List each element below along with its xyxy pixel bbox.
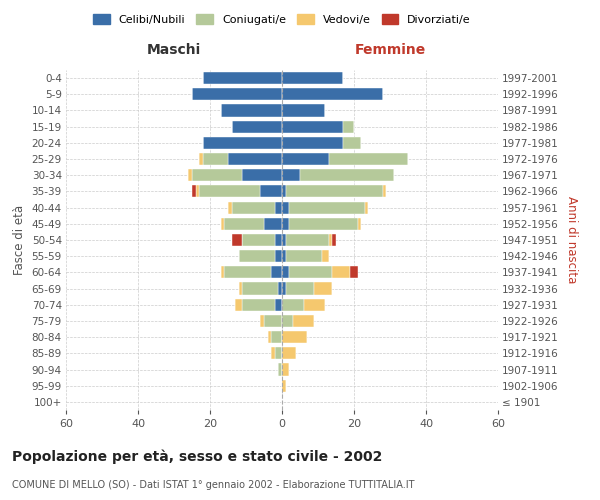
Bar — [282, 250, 286, 262]
Bar — [275, 250, 282, 262]
Bar — [282, 202, 289, 213]
Bar — [221, 266, 224, 278]
Bar — [282, 331, 307, 343]
Bar — [282, 380, 286, 392]
Bar — [350, 266, 358, 278]
Bar — [260, 186, 282, 198]
Bar — [282, 315, 293, 327]
Bar — [275, 298, 282, 311]
Bar — [242, 169, 282, 181]
Text: Femmine: Femmine — [355, 43, 425, 57]
Bar — [282, 266, 289, 278]
Bar — [271, 348, 275, 360]
Bar — [304, 298, 325, 311]
Bar — [199, 186, 260, 198]
Bar — [275, 348, 282, 360]
Bar — [383, 186, 386, 198]
Legend: Celibi/Nubili, Coniugati/e, Vedovi/e, Divorziati/e: Celibi/Nubili, Coniugati/e, Vedovi/e, Di… — [90, 10, 474, 28]
Bar — [293, 315, 314, 327]
Bar — [275, 202, 282, 213]
Y-axis label: Anni di nascita: Anni di nascita — [565, 196, 578, 284]
Bar — [329, 234, 332, 246]
Bar — [203, 153, 228, 165]
Bar — [268, 331, 271, 343]
Bar — [232, 120, 282, 132]
Bar — [282, 364, 289, 376]
Bar — [203, 72, 282, 84]
Bar — [264, 315, 282, 327]
Bar — [282, 88, 383, 101]
Bar — [278, 282, 282, 294]
Bar — [228, 202, 232, 213]
Bar — [199, 153, 203, 165]
Bar — [286, 186, 383, 198]
Bar — [275, 234, 282, 246]
Bar — [343, 137, 361, 149]
Bar — [224, 266, 271, 278]
Bar — [192, 186, 196, 198]
Bar — [264, 218, 282, 230]
Bar — [192, 88, 282, 101]
Y-axis label: Fasce di età: Fasce di età — [13, 205, 26, 275]
Bar — [286, 250, 322, 262]
Bar — [289, 202, 365, 213]
Bar — [314, 282, 332, 294]
Bar — [235, 298, 242, 311]
Bar — [239, 250, 275, 262]
Bar — [232, 234, 242, 246]
Bar — [282, 169, 300, 181]
Bar — [282, 234, 286, 246]
Bar — [203, 137, 282, 149]
Bar — [365, 202, 368, 213]
Bar — [224, 218, 264, 230]
Bar — [282, 282, 286, 294]
Bar — [278, 364, 282, 376]
Bar — [282, 298, 304, 311]
Bar — [260, 315, 264, 327]
Bar — [232, 202, 275, 213]
Bar — [332, 234, 336, 246]
Text: Maschi: Maschi — [147, 43, 201, 57]
Bar — [282, 104, 325, 117]
Bar — [242, 282, 278, 294]
Bar — [289, 218, 358, 230]
Bar — [271, 331, 282, 343]
Bar — [343, 120, 354, 132]
Bar — [242, 298, 275, 311]
Bar — [282, 72, 343, 84]
Bar — [221, 218, 224, 230]
Bar — [192, 169, 242, 181]
Text: Popolazione per età, sesso e stato civile - 2002: Popolazione per età, sesso e stato civil… — [12, 450, 382, 464]
Bar — [282, 218, 289, 230]
Bar — [286, 282, 314, 294]
Bar — [221, 104, 282, 117]
Bar — [228, 153, 282, 165]
Bar — [332, 266, 350, 278]
Bar — [329, 153, 408, 165]
Bar — [242, 234, 275, 246]
Text: COMUNE DI MELLO (SO) - Dati ISTAT 1° gennaio 2002 - Elaborazione TUTTITALIA.IT: COMUNE DI MELLO (SO) - Dati ISTAT 1° gen… — [12, 480, 415, 490]
Bar — [271, 266, 282, 278]
Bar — [282, 153, 329, 165]
Bar — [282, 120, 343, 132]
Bar — [282, 137, 343, 149]
Bar — [358, 218, 361, 230]
Bar — [282, 186, 286, 198]
Bar — [289, 266, 332, 278]
Bar — [322, 250, 329, 262]
Bar — [300, 169, 394, 181]
Bar — [188, 169, 192, 181]
Bar — [286, 234, 329, 246]
Bar — [282, 348, 296, 360]
Bar — [196, 186, 199, 198]
Bar — [239, 282, 242, 294]
